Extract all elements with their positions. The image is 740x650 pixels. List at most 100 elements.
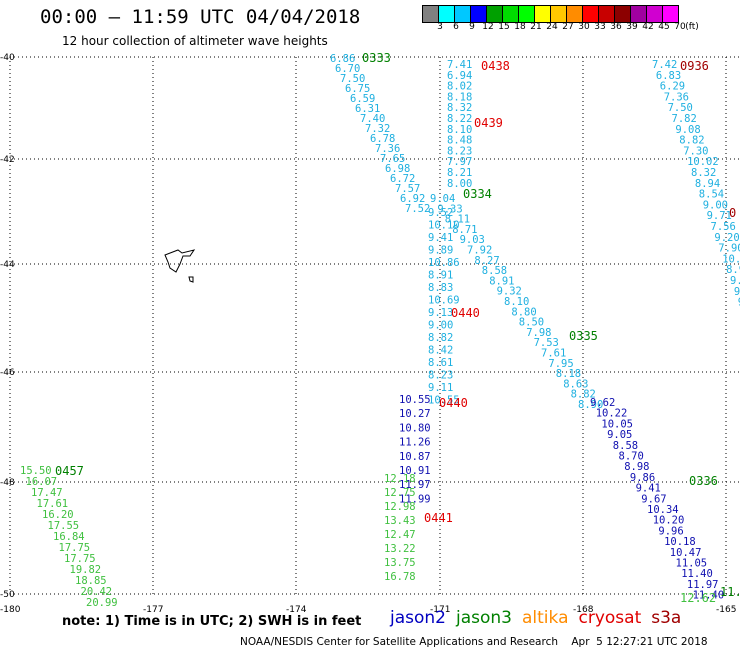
map-title: 00:00 – 11:59 UTC 04/04/2018: [40, 6, 361, 28]
swh-reading: 10.27: [399, 408, 431, 420]
swh-reading: 9.3: [738, 297, 740, 309]
swh-reading: 8.82: [679, 135, 704, 147]
swh-reading: 16.78: [384, 571, 416, 583]
lat-tick-label: -42: [0, 155, 15, 165]
pass-time-label: 0439: [474, 116, 503, 130]
scale-swatch: [439, 6, 455, 22]
swh-reading: 13.75: [384, 557, 416, 569]
swh-reading: 8.98: [624, 461, 649, 473]
scale-swatch: [471, 6, 487, 22]
swh-reading: 9.33: [437, 203, 462, 215]
swh-reading: 17.47: [31, 487, 63, 499]
swh-reading: 9.67: [641, 493, 666, 505]
swh-reading: 8.91: [489, 275, 514, 287]
swh-reading: 9.86: [630, 472, 655, 484]
pass-time-label: 0441: [424, 511, 453, 525]
swh-reading: 7.97: [447, 156, 472, 168]
swh-reading: 6.72: [390, 173, 415, 185]
swh-reading: 8.58: [613, 440, 638, 452]
legend-satellite-altika: altika: [522, 608, 569, 628]
swh-reading: 12.98: [384, 501, 416, 513]
swh-reading: 8.82: [571, 389, 596, 401]
swh-reading: 9.11: [428, 382, 453, 394]
swh-reading: 13.43: [384, 515, 416, 527]
scale-swatch: [663, 6, 678, 22]
swh-reading: 17.61: [37, 498, 69, 510]
swh-reading: 6.59: [350, 93, 375, 105]
swh-reading: 16.84: [53, 531, 85, 543]
swh-reading: 9.96: [658, 525, 683, 537]
scale-value-label: 33: [594, 22, 606, 32]
scale-swatch: [487, 6, 503, 22]
swh-reading: 7.61: [541, 348, 566, 360]
pass-time-label: 11.: [720, 585, 740, 599]
swh-reading: 11.97: [399, 479, 431, 491]
swh-reading: 7.42: [652, 59, 677, 71]
swh-reading: 6.92: [400, 193, 425, 205]
swh-reading: 9.00: [428, 320, 453, 332]
swh-reading: 11.40: [681, 568, 713, 580]
swh-reading: 17.75: [64, 553, 96, 565]
pass-time-labels: 0333 0438 0936 0439 0334 0440 0335 0440 0457 0336…: [55, 51, 740, 605]
swh-reading: 20.99: [86, 597, 118, 609]
swh-reading: 6.78: [370, 133, 395, 145]
scale-swatch: [535, 6, 551, 22]
swh-reading: 8.58: [482, 265, 507, 277]
scale-value-label: 12: [482, 22, 494, 32]
swh-reading: 7.50: [668, 102, 693, 114]
swh-reading: 9.41: [428, 232, 453, 244]
pass-time-label: 0: [729, 206, 736, 220]
lon-tick-label: -174: [286, 605, 307, 615]
swh-reading: 8.23: [447, 145, 472, 157]
swh-reading: 20.42: [81, 586, 113, 598]
scale-swatch: [615, 6, 631, 22]
swh-reading: 6.70: [335, 63, 360, 75]
lat-tick-label: -40: [0, 53, 15, 63]
chatham-island-shape: [164, 249, 196, 273]
swh-reading: 10.10: [428, 220, 460, 232]
lon-tick-label: -171: [430, 605, 450, 615]
swh-reading: 9.41: [636, 483, 661, 495]
swh-reading: 8.11: [445, 214, 470, 226]
swh-reading: 7.90: [718, 243, 740, 255]
swh-reading: 10.20: [653, 515, 685, 527]
scale-unit-label: (ft): [685, 22, 699, 32]
pass-time-label: 0457: [55, 464, 84, 478]
swh-reading: 8.54: [699, 189, 724, 201]
swh-reading: 10.91: [399, 465, 431, 477]
swh-reading: 8.90: [578, 399, 603, 411]
swh-reading: 8.70: [619, 451, 644, 463]
swh-reading: 11.97: [687, 579, 719, 591]
legend-satellite-cryosat: cryosat: [578, 608, 642, 628]
swh-reading: 8.21: [447, 167, 472, 179]
scale-value-label: 9: [469, 22, 475, 32]
credit-footer: NOAA/NESDIS Center for Satellite Applica…: [240, 636, 708, 648]
scale-swatch: [631, 6, 647, 22]
pass-time-label: 0334: [463, 187, 492, 201]
scale-value-label: 24: [546, 22, 558, 32]
legend-satellite-s3a: s3a: [651, 608, 682, 628]
swh-reading: 7.92: [467, 245, 492, 257]
swh-reading: 6.31: [355, 103, 380, 115]
swh-reading: 9.13: [428, 307, 453, 319]
swh-reading: 10.18: [664, 536, 696, 548]
swh-reading: 8.22: [447, 113, 472, 125]
units-note: note: 1) Time is in UTC; 2) SWH is in fe…: [62, 614, 362, 629]
lat-tick-label: -46: [0, 368, 15, 378]
swh-reading: 8.91: [428, 270, 453, 282]
swh-reading: 7.41: [447, 59, 472, 71]
swh-reading: 10.22: [596, 408, 628, 420]
swh-reading: 9.03: [460, 234, 485, 246]
swh-reading: 7.52: [405, 203, 430, 215]
axis-tick-labels: -40 -42 -44 -46 -48 -50 -180 -177 -174 -171 -168 -1…: [0, 53, 736, 615]
swh-reading: 8.83: [428, 282, 453, 294]
scale-value-label: 6: [453, 22, 459, 32]
swh-reading: 11.40: [693, 590, 725, 602]
swh-reading: 8.18: [447, 91, 472, 103]
swh-reading: 8.61: [428, 357, 453, 369]
island-outline: [164, 249, 196, 283]
swh-reading: 18.85: [75, 575, 107, 587]
swh-reading: 6.94: [447, 70, 472, 82]
swh-reading: 7.56: [711, 221, 736, 233]
